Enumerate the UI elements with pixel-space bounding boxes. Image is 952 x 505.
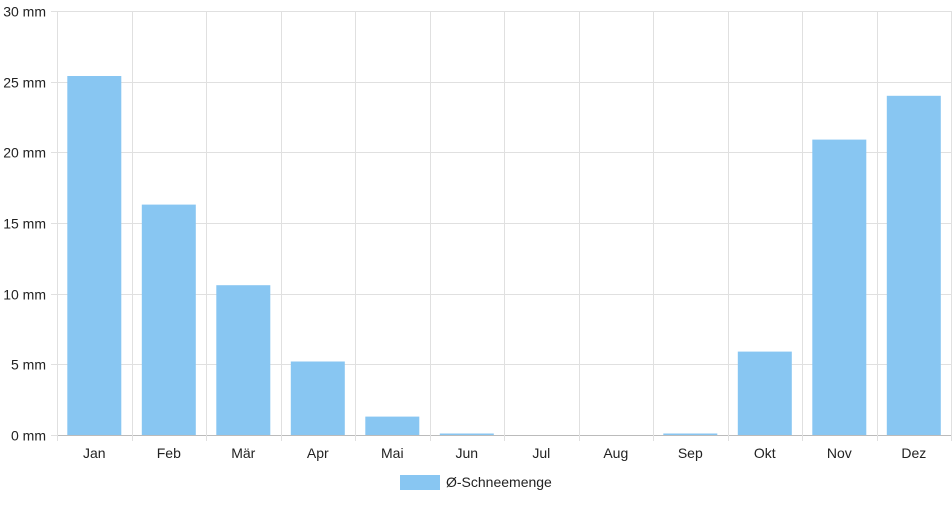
y-tick-label: 20 mm (3, 145, 46, 161)
x-tick-label: Sep (678, 445, 703, 461)
bar-sep[interactable] (663, 433, 718, 436)
bar-jun[interactable] (439, 433, 494, 436)
bar-okt[interactable] (737, 351, 792, 435)
y-tick-label: 30 mm (3, 4, 46, 20)
x-tick-label: Mär (231, 445, 255, 461)
bar-mär[interactable] (216, 285, 271, 435)
y-axis-tick-labels: 0 mm 5 mm 10 mm 15 mm 20 mm 25 mm 30 mm (3, 4, 46, 444)
x-tick-label: Dez (901, 445, 926, 461)
bar-dez[interactable] (886, 95, 941, 436)
y-tick-label: 10 mm (3, 287, 46, 303)
x-tick-label: Mai (381, 445, 404, 461)
x-tick-label: Nov (827, 445, 852, 461)
bar-nov[interactable] (812, 139, 867, 435)
x-tick-label: Feb (157, 445, 181, 461)
x-tick-label: Okt (754, 445, 776, 461)
x-tick-label: Jun (456, 445, 479, 461)
x-tick-label: Jan (83, 445, 106, 461)
x-tick-label: Aug (603, 445, 628, 461)
x-tick-label: Apr (307, 445, 329, 461)
legend[interactable]: Ø-Schneemenge (400, 474, 552, 490)
legend-label[interactable]: Ø-Schneemenge (446, 474, 552, 490)
bars (67, 76, 941, 436)
y-tick-label: 15 mm (3, 216, 46, 232)
bar-feb[interactable] (141, 204, 196, 435)
y-tick-label: 0 mm (11, 428, 46, 444)
bar-apr[interactable] (290, 361, 345, 436)
bar-mai[interactable] (365, 416, 420, 435)
x-tick-label: Jul (532, 445, 550, 461)
bar-jan[interactable] (67, 76, 122, 435)
y-tick-label: 5 mm (11, 357, 46, 373)
legend-swatch[interactable] (400, 475, 440, 490)
y-tick-label: 25 mm (3, 75, 46, 91)
x-axis-tick-labels: Jan Feb Mär Apr Mai Jun Jul Aug Sep Okt Nov Dez (83, 445, 926, 461)
